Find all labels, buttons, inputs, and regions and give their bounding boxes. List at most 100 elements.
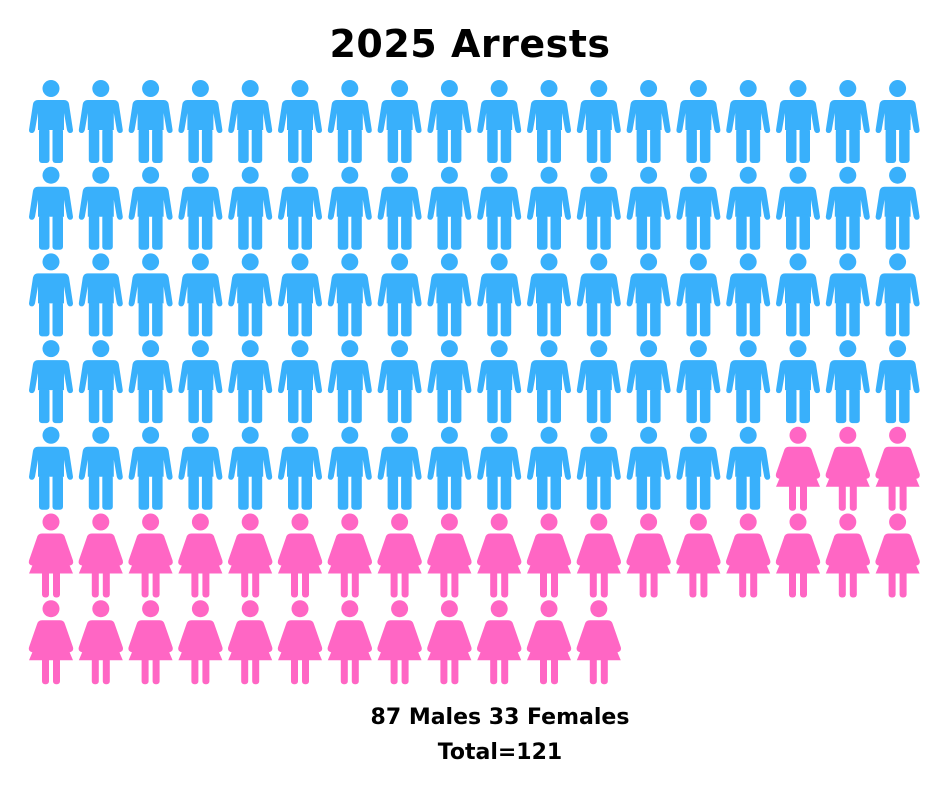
male-person-icon	[29, 426, 73, 510]
female-person-icon	[178, 513, 223, 598]
female-person-icon	[277, 600, 323, 685]
female-person-icon	[128, 513, 173, 598]
female-person-icon	[775, 426, 821, 511]
male-person-icon	[377, 426, 422, 510]
male-person-icon	[527, 253, 571, 337]
female-person-icon	[377, 513, 422, 598]
male-person-icon	[676, 80, 721, 163]
male-person-icon	[825, 340, 870, 424]
male-person-icon	[327, 80, 372, 163]
female-person-icon	[427, 600, 472, 685]
male-person-icon	[527, 80, 571, 163]
male-person-icon	[327, 426, 372, 510]
female-person-icon	[327, 600, 372, 685]
male-person-icon	[228, 340, 273, 424]
female-person-icon	[576, 513, 621, 598]
female-person-icon	[775, 513, 821, 598]
female-person-icon	[825, 513, 870, 598]
male-person-icon	[427, 340, 472, 424]
female-person-icon	[128, 600, 173, 685]
male-person-icon	[427, 426, 472, 510]
male-person-icon	[29, 340, 73, 424]
male-person-icon	[875, 166, 920, 250]
male-person-icon	[576, 340, 621, 424]
male-person-icon	[78, 253, 123, 337]
male-person-icon	[477, 426, 522, 510]
male-person-icon	[676, 253, 721, 337]
male-person-icon	[776, 253, 820, 337]
male-person-icon	[576, 166, 621, 250]
male-person-icon	[78, 340, 123, 424]
female-person-icon	[526, 513, 572, 598]
male-person-icon	[726, 426, 771, 510]
male-person-icon	[726, 253, 771, 337]
male-person-icon	[128, 80, 173, 163]
male-person-icon	[477, 80, 522, 163]
male-person-icon	[527, 340, 571, 424]
male-person-icon	[327, 253, 372, 337]
male-person-icon	[29, 253, 73, 337]
female-person-icon	[875, 426, 920, 511]
male-person-icon	[128, 426, 173, 510]
male-person-icon	[228, 253, 273, 337]
male-person-icon	[377, 253, 422, 337]
male-person-icon	[527, 426, 571, 510]
male-person-icon	[626, 426, 671, 510]
male-person-icon	[676, 166, 721, 250]
male-person-icon	[875, 253, 920, 337]
male-person-icon	[626, 340, 671, 424]
male-person-icon	[278, 426, 322, 510]
male-person-icon	[377, 80, 422, 163]
male-person-icon	[626, 80, 671, 163]
male-person-icon	[128, 340, 173, 424]
female-person-icon	[178, 600, 223, 685]
female-person-icon	[228, 600, 273, 685]
counts-caption: 87 Males 33 Females	[370, 705, 630, 730]
male-person-icon	[327, 340, 372, 424]
male-person-icon	[477, 166, 522, 250]
male-person-icon	[776, 166, 820, 250]
male-person-icon	[29, 80, 73, 163]
male-person-icon	[178, 80, 223, 163]
female-person-icon	[277, 513, 323, 598]
male-person-icon	[825, 80, 870, 163]
female-person-icon	[726, 513, 771, 598]
female-person-icon	[875, 513, 920, 598]
male-person-icon	[776, 340, 820, 424]
female-person-icon	[28, 513, 74, 598]
female-person-icon	[626, 513, 671, 598]
female-person-icon	[327, 513, 372, 598]
male-person-icon	[278, 166, 322, 250]
female-person-icon	[78, 600, 123, 685]
female-person-icon	[427, 513, 472, 598]
male-person-icon	[576, 253, 621, 337]
male-person-icon	[29, 166, 73, 250]
male-person-icon	[128, 253, 173, 337]
male-person-icon	[178, 426, 223, 510]
chart-title: 2025 Arrests	[329, 22, 611, 66]
male-person-icon	[825, 253, 870, 337]
male-person-icon	[178, 253, 223, 337]
male-person-icon	[875, 80, 920, 163]
male-person-icon	[427, 80, 472, 163]
female-person-icon	[228, 513, 273, 598]
male-person-icon	[278, 340, 322, 424]
male-person-icon	[576, 80, 621, 163]
male-person-icon	[178, 340, 223, 424]
male-person-icon	[477, 253, 522, 337]
male-person-icon	[228, 80, 273, 163]
male-person-icon	[676, 340, 721, 424]
male-person-icon	[527, 166, 571, 250]
female-person-icon	[676, 513, 721, 598]
female-person-icon	[28, 600, 74, 685]
male-person-icon	[477, 340, 522, 424]
male-person-icon	[278, 253, 322, 337]
male-person-icon	[726, 166, 771, 250]
male-person-icon	[676, 426, 721, 510]
male-person-icon	[726, 340, 771, 424]
male-person-icon	[128, 166, 173, 250]
female-person-icon	[377, 600, 422, 685]
male-person-icon	[228, 166, 273, 250]
male-person-icon	[825, 166, 870, 250]
